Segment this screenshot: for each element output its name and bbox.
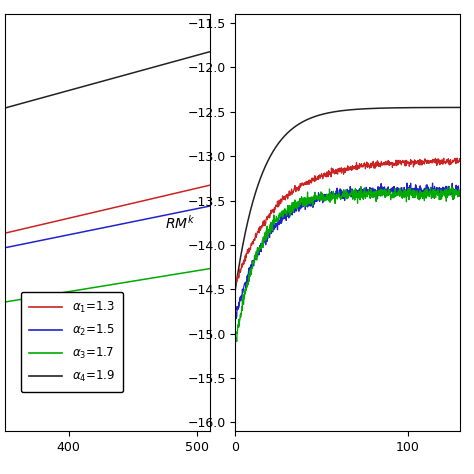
Legend: $\alpha_1$=1.3, $\alpha_2$=1.5, $\alpha_3$=1.7, $\alpha_4$=1.9: $\alpha_1$=1.3, $\alpha_2$=1.5, $\alpha_… (21, 292, 123, 392)
Y-axis label: $RM^k$: $RM^k$ (165, 214, 196, 232)
